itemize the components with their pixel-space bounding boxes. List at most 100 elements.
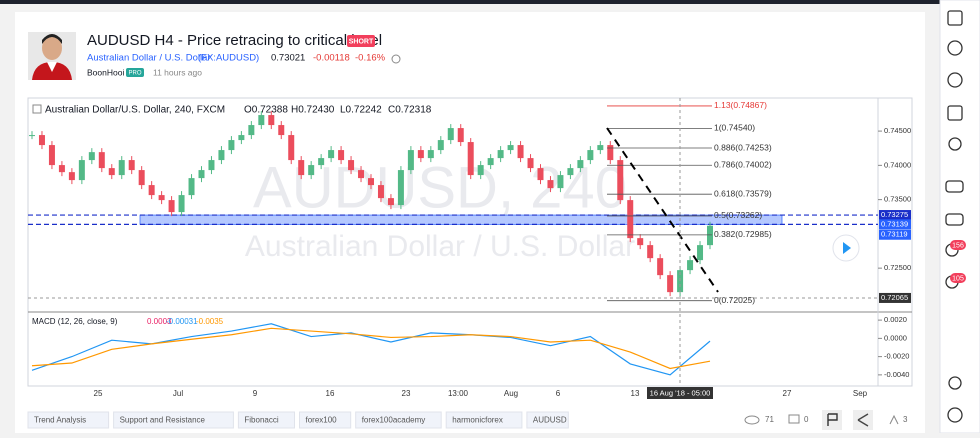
candle-body (88, 152, 95, 161)
macd-title: MACD (12, 26, close, 9) (32, 317, 118, 326)
tag[interactable] (526, 411, 569, 429)
y-tick-label: 0.73500 (884, 195, 911, 204)
candle-body (677, 270, 684, 293)
candle-body (238, 135, 245, 141)
candle-body (517, 145, 524, 159)
watermark: AUDUSD, 240 (253, 155, 627, 220)
pro-badge (126, 68, 144, 77)
tag[interactable] (27, 411, 110, 429)
tag[interactable] (237, 411, 295, 429)
candle-body (597, 145, 604, 151)
price-tag-label: 0.72065 (881, 293, 908, 302)
tag-label: forex100 (306, 416, 338, 425)
bug-icon[interactable] (948, 376, 962, 390)
legend-name: Australian Dollar/U.S. Dollar, 240, FXCM (45, 105, 225, 116)
price-tag-label: 0.73139 (881, 219, 908, 228)
candle-body (427, 150, 434, 159)
y-tick-label: 0.0000 (884, 333, 907, 342)
top-bar (0, 0, 980, 4)
price-tag (879, 210, 911, 221)
candle-body (457, 128, 464, 143)
macd-readout: -0.00031 (166, 317, 198, 326)
candle-body (128, 160, 135, 171)
candle-body (148, 185, 155, 196)
fib-label: 1.13(0.74867) (714, 100, 767, 110)
candle-body (627, 200, 634, 239)
time-ago: 11 hours ago (153, 67, 202, 77)
candle-body (607, 145, 614, 161)
candle-body (577, 160, 584, 169)
stats: 71 0 3 (744, 410, 908, 430)
x-tick-label: 25 (94, 389, 103, 398)
trend-line (606, 127, 719, 293)
candle-body (38, 135, 45, 146)
candle-body (348, 160, 355, 171)
chats-icon[interactable] (945, 213, 964, 226)
symbol-name[interactable]: Australian Dollar / U.S. Dollar (87, 53, 211, 64)
idea-title: AUDUSD H4 - Price retracing to critical … (87, 32, 382, 49)
candle-body (537, 168, 544, 181)
candle-body (248, 125, 255, 136)
candle-body (138, 170, 145, 186)
candle-body (617, 160, 624, 201)
tag[interactable] (445, 411, 523, 429)
alerts-icon[interactable] (947, 40, 963, 56)
candle-body (467, 142, 474, 176)
candle-body (118, 160, 125, 176)
candle-body (338, 150, 345, 161)
x-tick-label: 16 (326, 389, 335, 398)
play-icon (843, 242, 851, 254)
candle-body (527, 158, 534, 169)
fib-label: 0.886(0.74253) (714, 142, 772, 152)
support-zone (139, 214, 783, 225)
tag-label: Support and Resistance (120, 416, 206, 425)
chat-icon[interactable] (945, 180, 964, 193)
share-button[interactable] (853, 410, 873, 430)
candle-body (298, 160, 305, 176)
y-tick-label: 0.72500 (884, 263, 911, 272)
ideas-icon[interactable] (948, 137, 962, 151)
y-tick-label: 0.74000 (884, 160, 911, 169)
data-window-icon[interactable] (947, 72, 963, 88)
watchlist-icon[interactable] (947, 10, 963, 26)
change-pct: -0.16% (355, 53, 386, 64)
tag-label: harmonicforex (452, 416, 503, 425)
legend-ohlc: H0.72430 (291, 105, 335, 116)
signal-line (31, 327, 711, 370)
x-tick-label: 13 (631, 389, 640, 398)
candle-body (497, 150, 504, 159)
badge-bg (950, 240, 966, 250)
symbol-code[interactable]: (FX:AUDUSD) (198, 53, 259, 64)
comment-icon[interactable] (788, 414, 800, 424)
candle-body (98, 152, 105, 169)
alert-icon[interactable] (391, 54, 401, 64)
candle-body (417, 150, 424, 159)
fib-label: 0.786(0.74002) (714, 159, 772, 169)
author[interactable]: BoonHooi (87, 67, 124, 77)
change: -0.00118 (313, 53, 350, 64)
candle-body (447, 128, 454, 141)
candle-body (637, 238, 644, 246)
likes: 3 (903, 415, 908, 424)
watermark: Australian Dollar / U.S. Dollar (245, 230, 635, 263)
calendar-icon[interactable] (947, 105, 963, 121)
help-icon[interactable] (947, 407, 963, 423)
price-tag-label: 0.73275 (881, 210, 908, 219)
candle-body (567, 168, 574, 176)
avatar (28, 32, 76, 80)
candle-body (377, 185, 384, 199)
tag[interactable] (355, 411, 442, 429)
candle-body (178, 195, 185, 213)
price: 0.73021 (271, 53, 305, 64)
like-icon[interactable] (889, 414, 899, 425)
candle-body (487, 158, 494, 166)
x-tick-label: 27 (783, 389, 792, 398)
candle-body (228, 140, 235, 151)
short-badge (347, 35, 375, 47)
sidebar-icons (945, 10, 964, 423)
tag[interactable] (113, 411, 234, 429)
tag[interactable] (299, 411, 352, 429)
notification-badge: 105 (952, 275, 964, 282)
legend-toggle[interactable] (32, 104, 42, 114)
